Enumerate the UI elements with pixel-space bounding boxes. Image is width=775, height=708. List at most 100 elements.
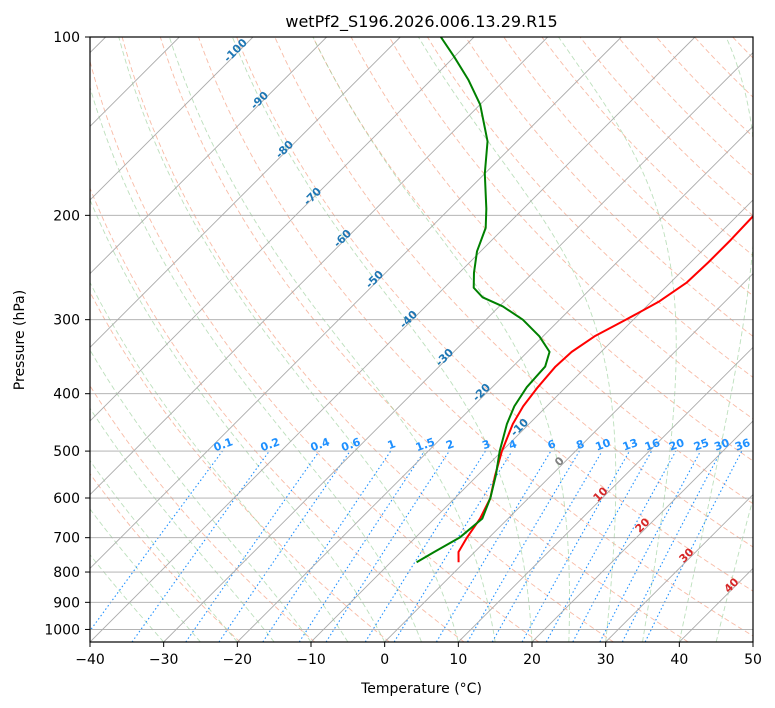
y-tick-label: 200: [53, 208, 80, 224]
isotherm: [752, 641, 753, 642]
mixing-ratio-label: 1: [386, 437, 398, 452]
moist-adiabat: [678, 37, 753, 642]
mixing-ratio-label: 16: [643, 436, 662, 454]
mixing-ratio-line: [491, 450, 603, 642]
x-tick-label: 10: [449, 652, 467, 668]
mixing-ratio-label: 20: [667, 436, 686, 454]
isotherm: [90, 37, 401, 348]
mixing-ratio-line: [185, 450, 320, 642]
dry-adiabat: [90, 59, 540, 642]
isotherm: [90, 37, 622, 569]
y-tick-label: 100: [53, 30, 80, 46]
dry-adiabat: [90, 291, 390, 642]
mixing-ratio-label: 8: [574, 437, 586, 452]
dry-adiabat: [121, 37, 614, 642]
mixing-ratio-label: 6: [546, 437, 558, 452]
x-tick-label: 0: [380, 652, 389, 668]
plot-area: [90, 37, 775, 642]
plot-background: [90, 37, 753, 642]
moist-adiabat: [118, 37, 459, 642]
dewpoint-profile: [416, 37, 551, 564]
y-tick-label: 800: [53, 565, 80, 581]
mixing-ratio-line: [90, 450, 223, 632]
mixing-ratio-line: [467, 450, 580, 642]
moist-adiabat: [90, 459, 238, 642]
isotherm: [90, 37, 475, 422]
mixing-ratio-label: 10: [594, 436, 613, 454]
y-tick-label: 900: [53, 595, 80, 611]
isotherm: [384, 273, 753, 642]
x-axis-label: Temperature (°C): [360, 681, 482, 697]
mixing-ratio-line: [364, 450, 486, 642]
y-tick-label: 300: [53, 313, 80, 329]
moist-adiabat: [312, 37, 570, 642]
isotherm: [90, 37, 548, 496]
dry-adiabat: [312, 37, 753, 505]
isotherm: [531, 420, 753, 642]
moist-adiabat: [168, 37, 496, 642]
axis-ticks: −40 −30 −20 −10 0 10 20 30 40 50 1000 900 800 700 600 5…: [44, 30, 762, 668]
isotherm: [310, 199, 753, 642]
y-tick-label: 600: [53, 491, 80, 507]
x-tick-label: −40: [75, 652, 105, 668]
x-tick-label: 50: [744, 652, 762, 668]
x-tick-label: −30: [149, 652, 179, 668]
moist-adiabat: [90, 407, 275, 642]
dry-adiabat: [503, 37, 753, 297]
dry-adiabat: [90, 187, 465, 642]
moist-adiabat: [90, 198, 386, 642]
mixing-ratio-line: [521, 450, 630, 642]
mixing-ratio-line: [325, 450, 450, 642]
moist-adiabat: [231, 37, 533, 642]
mixing-ratio-label: 2: [444, 437, 456, 452]
isotherm: [90, 37, 254, 201]
isotherm: [90, 37, 327, 275]
dry-adiabat: [350, 37, 753, 462]
y-tick-label: 1000: [44, 622, 80, 638]
dry-adiabat: [465, 37, 753, 337]
moist-adiabat: [90, 281, 349, 642]
moist-adiabat: [715, 497, 753, 642]
x-tick-label: 30: [597, 652, 615, 668]
dry-adiabat: [274, 37, 753, 548]
x-tick-label: −10: [296, 652, 326, 668]
dry-adiabat: [90, 472, 241, 642]
dry-adiabat: [771, 37, 775, 642]
mixing-ratio-label: 4: [507, 437, 519, 452]
y-tick-label: 500: [53, 444, 80, 460]
x-tick-label: 20: [523, 652, 541, 668]
mixing-ratio-line: [218, 450, 351, 642]
plot-frame: [89, 36, 754, 643]
isotherm: [605, 494, 753, 642]
mixing-ratio-label: 25: [692, 436, 711, 453]
mixing-ratio-line: [435, 450, 552, 642]
y-tick-label: 700: [53, 531, 80, 547]
chart-title: wetPf2_S196.2026.006.13.29.R15: [285, 12, 557, 32]
x-tick-label: 40: [670, 652, 688, 668]
mixing-ratio-label: 0.2: [259, 435, 282, 454]
y-tick-label: 400: [53, 387, 80, 403]
y-axis-label: Pressure (hPa): [12, 290, 28, 390]
mixing-ratio-label: 30: [712, 436, 731, 454]
dry-adiabat: [90, 384, 315, 642]
mixing-ratio-label: 36: [733, 436, 752, 454]
mixing-ratio-label: 3: [480, 437, 492, 452]
mixing-ratio-label: 0.4: [309, 435, 332, 454]
isotherm: [163, 52, 753, 642]
moist-adiabat: [558, 37, 677, 642]
dry-adiabat: [427, 37, 753, 378]
mixing-ratio-label: 0.1: [212, 435, 235, 454]
x-tick-label: −20: [223, 652, 253, 668]
dry-adiabat: [159, 37, 689, 642]
isotherm: [458, 346, 753, 642]
isotherm: [90, 37, 696, 642]
mixing-ratio-line: [393, 450, 513, 642]
moist-adiabat: [418, 37, 617, 642]
isotherm: [237, 125, 753, 642]
mixing-ratio-label: 1.5: [414, 435, 437, 454]
mixing-ratio-label: 13: [621, 436, 640, 453]
dry-adiabat: [579, 37, 753, 217]
mixing-ratio-label: 0.6: [340, 435, 363, 454]
dry-adiabat: [236, 37, 753, 592]
